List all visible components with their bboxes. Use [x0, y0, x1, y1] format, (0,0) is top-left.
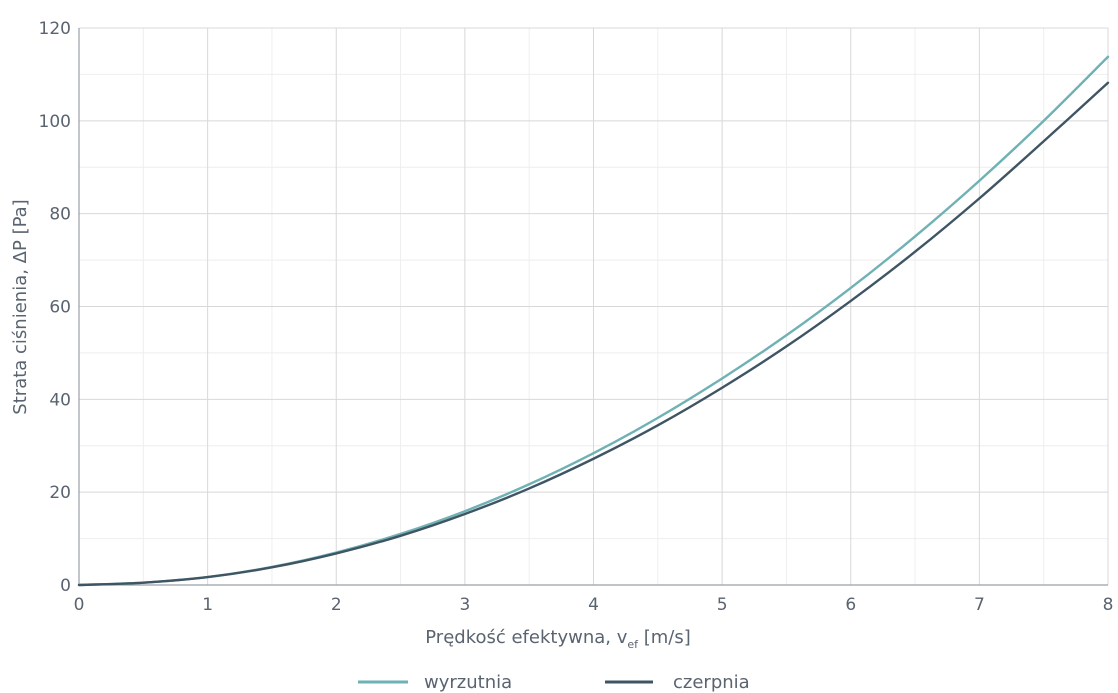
series-line-czerpnia: [77, 81, 1110, 587]
legend-label-wyrzutnia: wyrzutnia: [424, 672, 512, 693]
series-lines: [77, 55, 1110, 587]
y-tick-label: 120: [39, 19, 71, 39]
legend-label-czerpnia: czerpnia: [673, 672, 750, 693]
x-axis-title-unit: [m/s]: [638, 627, 691, 648]
x-tick-label: 1: [202, 595, 213, 615]
y-tick-label: 80: [49, 205, 71, 225]
x-tick-label: 2: [331, 595, 342, 615]
y-tick-label: 0: [60, 576, 71, 596]
y-tick-label: 100: [39, 112, 71, 132]
legend-item-czerpnia: czerpnia: [605, 672, 750, 693]
y-tick-label: 60: [49, 298, 71, 318]
axes: [78, 28, 1108, 586]
y-tick-label: 40: [49, 390, 71, 410]
x-tick-label: 5: [717, 595, 728, 615]
x-axis-title-main: Prędkość efektywna, v: [425, 627, 627, 648]
grid: [78, 27, 1109, 586]
x-tick-label: 0: [74, 595, 85, 615]
y-axis-title: Strata ciśnienia, ΔP [Pa]: [10, 199, 31, 414]
x-axis-title-subscript: ef: [627, 638, 639, 651]
legend-item-wyrzutnia: wyrzutnia: [358, 672, 512, 693]
x-tick-label: 6: [845, 595, 856, 615]
x-tick-label: 3: [459, 595, 470, 615]
x-axis-title: Prędkość efektywna, vef [m/s]: [425, 627, 691, 651]
y-tick-label: 20: [49, 483, 71, 503]
x-tick-label: 8: [1103, 595, 1114, 615]
x-tick-label: 7: [974, 595, 985, 615]
legend: wyrzutnia czerpnia: [358, 672, 750, 693]
x-tick-label: 4: [588, 595, 599, 615]
